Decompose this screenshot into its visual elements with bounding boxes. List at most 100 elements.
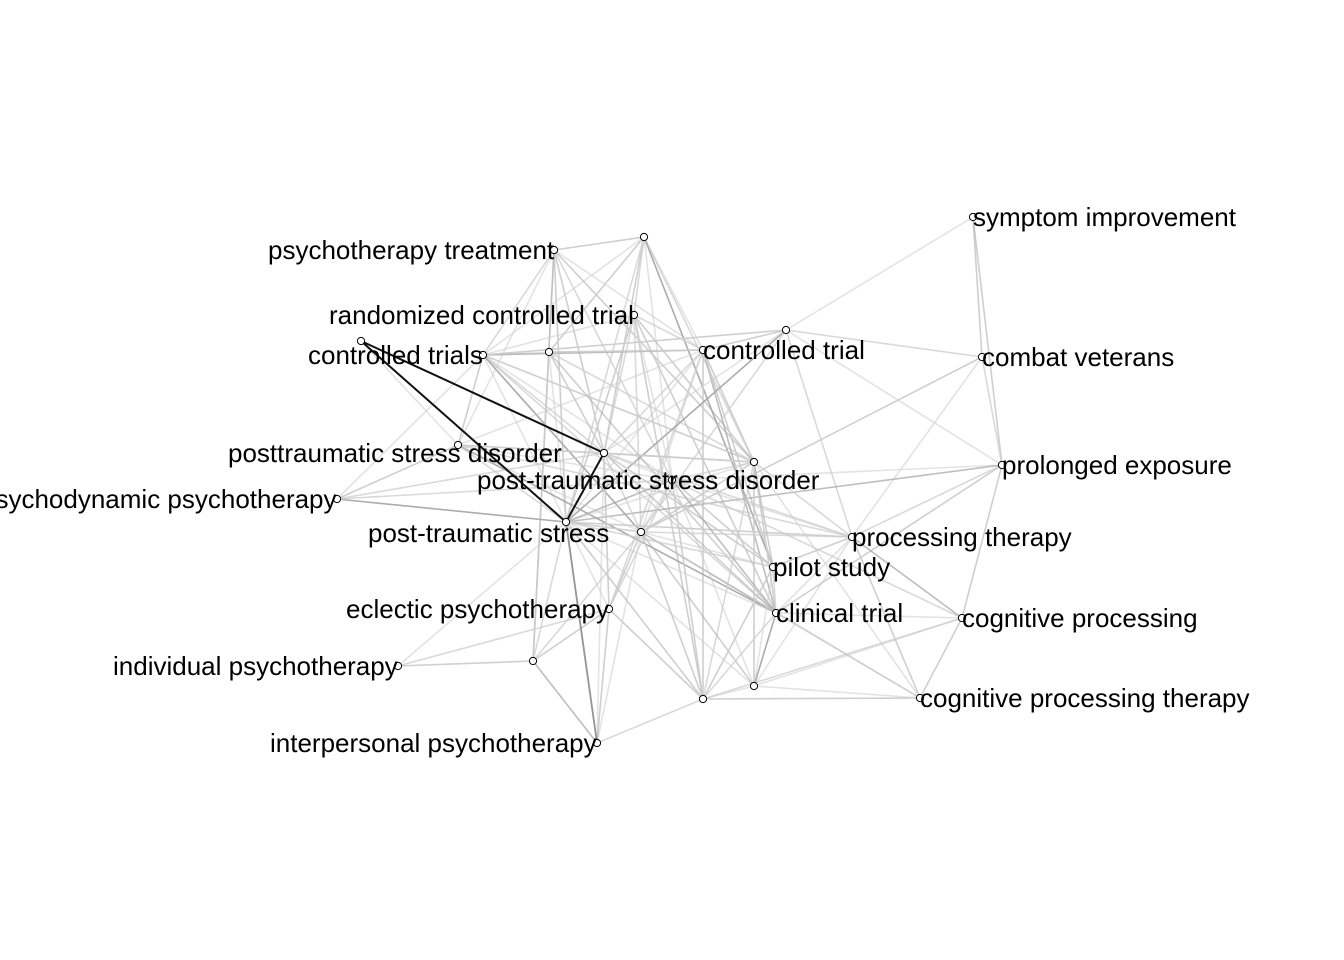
edge-controlled-trial--posttraumatic-stress-disorder [457, 349, 704, 446]
edge-n-top--pilot-study [643, 236, 774, 568]
edge-prolonged-exposure--processing-therapy [851, 464, 1003, 538]
edge-post-traumatic-stress-disorder--n-pts-end [640, 461, 755, 533]
edge-n-pts-end--n-ecl-low [532, 531, 642, 662]
node-label-pilot-study: pilot study [773, 552, 891, 582]
edge-prolonged-exposure--post-traumatic-stress [565, 464, 1003, 523]
edge-post-traumatic-stress--individual-psychotherapy [397, 521, 567, 667]
edge-interpersonal-psychotherapy--n-ecl-low [532, 660, 598, 744]
node-prolonged-exposure [997, 460, 1007, 470]
edge-n-ct-mid--n-ecl-low [532, 351, 550, 662]
edge-n-ctrl-top--prolonged-exposure [785, 329, 1003, 466]
edge-controlled-trials--clinical-trial [482, 354, 777, 614]
node-label-controlled-trial: controlled trial [703, 335, 865, 365]
edge-post-traumatic-stress--n-pts-end [565, 521, 642, 533]
edge-post-traumatic-stress-disorder--cognitive-processing-therapy [753, 461, 921, 699]
node-n-pts-end [636, 527, 646, 537]
edge-eclectic-psychotherapy--n-bottom-a [608, 608, 704, 700]
edge-n-pts-end--eclectic-psychotherapy [608, 531, 642, 610]
edge-combat-veterans--processing-therapy [851, 356, 983, 538]
edge-n-pts-right--interpersonal-psychotherapy [596, 452, 605, 744]
node-label-symptom-improvement: symptom improvement [973, 202, 1236, 232]
edge-eclectic-psychotherapy--individual-psychotherapy [397, 608, 610, 667]
node-individual-psychotherapy [393, 661, 403, 671]
node-post-traumatic-stress [561, 517, 571, 527]
edge-combat-veterans--prolonged-exposure [981, 356, 1003, 466]
edge-post-traumatic-stress-disorder--processing-therapy [753, 461, 853, 538]
edge-controlled-trial--n-pts-right [603, 349, 704, 454]
node-randomized-controlled-trial [629, 310, 639, 320]
edge-post-traumatic-stress--n-bottom-b [565, 521, 755, 687]
node-n-ctrl-top [781, 325, 791, 335]
edge-n-ptsd-center--n-bottom-a [671, 479, 704, 700]
edge-n-pts-right--processing-therapy [603, 452, 853, 538]
edge-n-ctrl-top--n-pts-right [603, 329, 787, 454]
edge-prolonged-exposure--clinical-trial [775, 464, 1003, 614]
node-psychotherapy-treatment [549, 245, 559, 255]
edge-symptom-improvement--combat-veterans [972, 216, 983, 358]
edge-n-ct-mid--n-pts-right [548, 351, 605, 454]
edge-n-ptsd-center--clinical-trial [671, 479, 777, 614]
edge-psychodynamic-psychotherapy--controlled-trials [336, 354, 484, 500]
edge-post-traumatic-stress--post-traumatic-stress-disorder [565, 461, 755, 523]
edge-post-traumatic-stress--n-ecl-low [532, 521, 567, 662]
node-cognitive-processing-therapy [915, 693, 925, 703]
edge-processing-therapy--clinical-trial [775, 536, 853, 614]
node-n-ct-mid [544, 347, 554, 357]
edge-randomized-controlled-trial--n-bottom-a [633, 314, 704, 700]
edge-n-bottom-a--n-bottom-b [702, 685, 755, 700]
edge-n-ptsd-center--n-pts-end [640, 479, 673, 533]
node-cognitive-processing [957, 613, 967, 623]
node-pilot-study [768, 562, 778, 572]
edge-post-traumatic-stress--eclectic-psychotherapy [565, 521, 610, 610]
edge-n-ptsd-center--eclectic-psychotherapy [608, 479, 673, 610]
edge-psychodynamic-psychotherapy--posttraumatic-stress-disorder [336, 444, 459, 500]
node-psychodynamic-psychotherapy [332, 494, 342, 504]
edge-controlled-trials--post-traumatic-stress-disorder [482, 354, 755, 463]
edge-psychotherapy-treatment--controlled-trials [482, 249, 555, 356]
edge-eclectic-psychotherapy--n-ecl-low [532, 608, 610, 662]
node-label-interpersonal-psychotherapy: interpersonal psychotherapy [270, 728, 597, 758]
edge-eclectic-psychotherapy--interpersonal-psychotherapy [596, 608, 610, 744]
edge-post-traumatic-stress--psychodynamic-psychotherapy [336, 498, 567, 523]
edge-post-traumatic-stress--clinical-trial [565, 521, 777, 614]
edge-n-pts-right--pilot-study [603, 452, 774, 568]
edge-randomized-controlled-trial--clinical-trial [633, 314, 777, 614]
edge-clinical-trial--n-bottom-b [753, 612, 777, 687]
edge-controlled-trial--post-traumatic-stress-disorder [702, 349, 755, 463]
node-controlled-trial [698, 345, 708, 355]
edge-randomized-controlled-trial--controlled-trials [482, 314, 635, 356]
edge-psychotherapy-treatment--n-top [553, 236, 645, 251]
edge-prolonged-exposure--cognitive-processing [961, 464, 1003, 619]
node-n-ct-left [356, 336, 366, 346]
node-label-combat-veterans: combat veterans [982, 342, 1175, 372]
node-n-top [639, 232, 649, 242]
edge-post-traumatic-stress-disorder--n-ptsd-center [671, 461, 755, 481]
edge-post-traumatic-stress--n-ptsd-center [565, 479, 673, 523]
node-label-eclectic-psychotherapy: eclectic psychotherapy [346, 594, 610, 624]
edge-controlled-trials--n-ptsd-center [482, 354, 673, 481]
edge-cognitive-processing--n-bottom-a [702, 617, 963, 700]
node-n-ptsd-center [667, 475, 677, 485]
node-n-pts-right [599, 448, 609, 458]
edge-n-pts-end--processing-therapy [640, 531, 853, 538]
edge-psychotherapy-treatment--controlled-trial [553, 249, 704, 351]
edge-post-traumatic-stress--n-bottom-a [565, 521, 704, 700]
edge-n-ptsd-center--cognitive-processing [671, 479, 963, 619]
edge-symptom-improvement--prolonged-exposure [972, 216, 1003, 466]
node-eclectic-psychotherapy [604, 604, 614, 614]
edge-n-ct-mid--post-traumatic-stress [548, 351, 567, 523]
edge-n-pts-right--n-pts-end [603, 452, 642, 533]
edge-clinical-trial--cognitive-processing [775, 612, 963, 619]
node-n-bottom-a [698, 694, 708, 704]
edge-clinical-trial--n-bottom-a [702, 612, 777, 700]
node-label-randomized-controlled-trial: randomized controlled trial [329, 300, 634, 330]
edge-n-bottom-a--interpersonal-psychotherapy [596, 698, 704, 744]
strong-edge-n-pts-right--n-ct-left [360, 340, 605, 454]
edge-n-ctrl-top--combat-veterans [785, 329, 983, 358]
edge-processing-therapy--cognitive-processing-therapy [851, 536, 921, 699]
edge-processing-therapy--pilot-study [772, 536, 853, 568]
node-controlled-trials [478, 350, 488, 360]
node-layer [332, 212, 1007, 748]
node-combat-veterans [977, 352, 987, 362]
